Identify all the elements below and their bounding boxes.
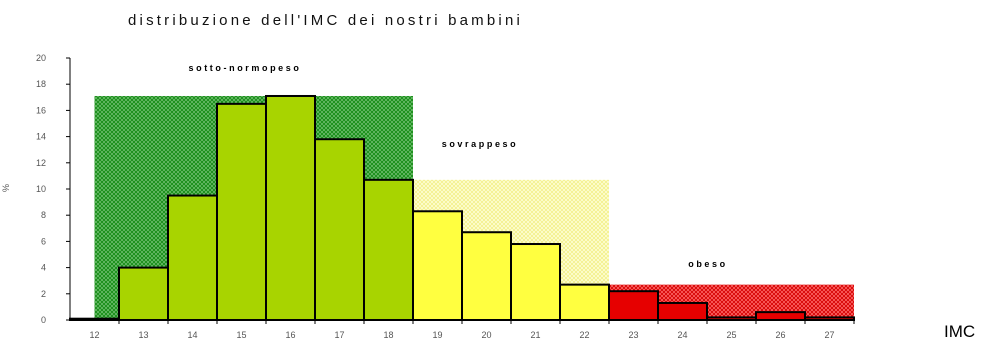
y-tick-label: 2 — [41, 289, 46, 299]
bar-19 — [412, 210, 463, 322]
x-axis-label: IMC — [944, 322, 975, 340]
x-tick-label: 13 — [138, 330, 148, 340]
bar-20 — [461, 231, 512, 321]
y-tick-label: 0 — [41, 315, 46, 325]
x-tick-label: 14 — [187, 330, 197, 340]
bar-17 — [314, 138, 365, 321]
y-tick-label: 20 — [36, 53, 46, 63]
y-axis-label: % — [1, 184, 11, 192]
bar-23 — [608, 290, 659, 321]
zone-label-1: sotto-normopeso — [189, 63, 302, 73]
x-tick-label: 26 — [775, 330, 785, 340]
bar-22 — [559, 283, 610, 322]
y-tick-label: 16 — [36, 105, 46, 115]
x-tick-label: 12 — [89, 330, 99, 340]
x-tick-label: 22 — [579, 330, 589, 340]
y-tick-label: 6 — [41, 236, 46, 246]
x-tick-label: 21 — [530, 330, 540, 340]
y-tick-label: 12 — [36, 158, 46, 168]
zone-labels: sotto-normopeso sovrappeso obeso — [189, 63, 728, 269]
y-tick-label: 14 — [36, 132, 46, 142]
x-tick-label: 16 — [285, 330, 295, 340]
x-tick-label: 19 — [432, 330, 442, 340]
bar-15 — [216, 102, 267, 321]
zone-label-3: obeso — [688, 259, 728, 269]
bar-16 — [265, 94, 316, 321]
x-tick-label: 17 — [334, 330, 344, 340]
bar-13 — [118, 266, 169, 322]
bar-21 — [510, 243, 561, 322]
x-tick-label: 23 — [628, 330, 638, 340]
bar-18 — [363, 178, 414, 321]
x-tick-label: 15 — [236, 330, 246, 340]
x-tick-label: 20 — [481, 330, 491, 340]
x-tick-label: 27 — [824, 330, 834, 340]
bar-series — [69, 94, 855, 322]
x-tick-label: 24 — [677, 330, 687, 340]
y-tick-label: 8 — [41, 210, 46, 220]
bar-24 — [657, 301, 708, 322]
y-tick-label: 4 — [41, 263, 46, 273]
zone-label-2: sovrappeso — [442, 139, 519, 149]
bar-26 — [755, 311, 806, 322]
y-tick-label: 18 — [36, 79, 46, 89]
x-tick-label: 18 — [383, 330, 393, 340]
x-tick-label: 25 — [726, 330, 736, 340]
y-tick-label: 10 — [36, 184, 46, 194]
bar-14 — [167, 194, 218, 321]
chart-title: distribuzione dell'IMC dei nostri bambin… — [128, 12, 523, 29]
